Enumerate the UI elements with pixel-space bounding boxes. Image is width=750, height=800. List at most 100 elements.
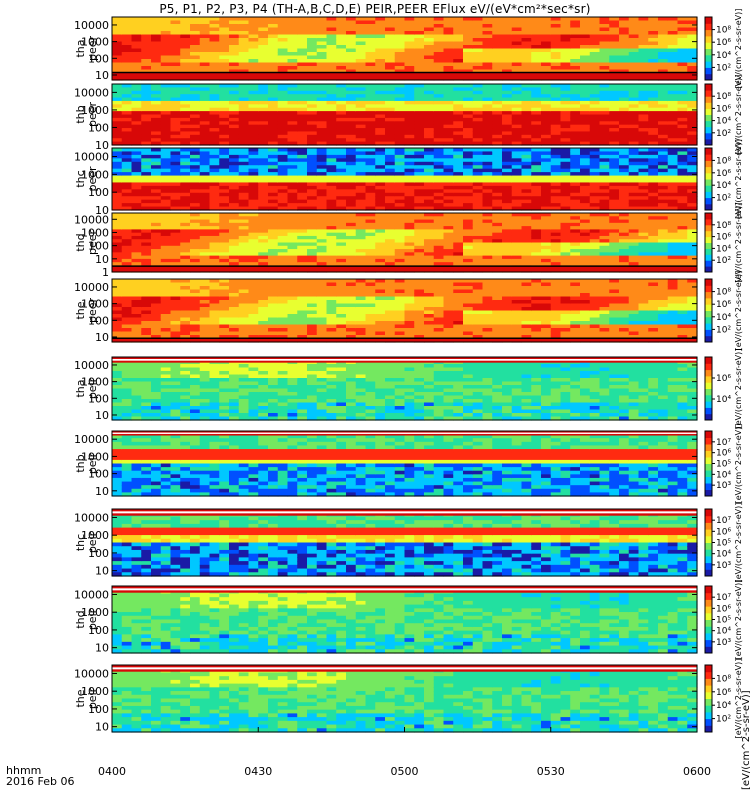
heatmap-cell: [472, 66, 484, 71]
heatmap-cell: [199, 331, 211, 336]
heatmap-cell: [648, 213, 659, 217]
heatmap-cell: [277, 131, 289, 136]
heatmap-cell: [316, 182, 328, 187]
heatmap-cell: [219, 203, 230, 208]
heatmap-cell: [297, 59, 308, 64]
heatmap-cell: [229, 175, 240, 180]
heatmap-cell: [463, 114, 474, 119]
heatmap-cell: [268, 165, 279, 170]
heatmap-cell: [316, 55, 328, 60]
heatmap-cell: [160, 148, 172, 153]
heatmap-cell: [170, 114, 181, 119]
heatmap-cell: [160, 59, 172, 64]
heatmap-cell: [180, 229, 191, 234]
heatmap-cell: [199, 296, 211, 301]
heatmap-cell: [541, 199, 552, 204]
heatmap-cell: [531, 111, 542, 116]
heatmap-cell: [541, 222, 552, 227]
heatmap-cell: [287, 148, 298, 153]
heatmap-cell: [394, 148, 406, 153]
heatmap-cell: [433, 206, 445, 211]
heatmap-cell: [346, 303, 357, 308]
heatmap-cell: [375, 192, 386, 197]
heatmap-cell: [433, 222, 445, 227]
heatmap-cell: [580, 249, 591, 253]
heatmap-cell: [521, 206, 532, 211]
heatmap-cell: [277, 179, 289, 184]
heatmap-cell: [355, 303, 367, 308]
heatmap-cell: [677, 239, 688, 244]
heatmap-cell: [511, 107, 523, 112]
heatmap-cell: [365, 335, 376, 340]
heatmap-cell: [589, 203, 601, 208]
heatmap-cell: [385, 303, 396, 308]
heatmap-cell: [453, 87, 464, 92]
heatmap-cell: [229, 245, 240, 250]
heatmap-cell: [209, 296, 220, 301]
heatmap-cell: [687, 59, 698, 64]
heatmap-cell: [248, 84, 259, 88]
heatmap-cell: [151, 128, 162, 133]
heatmap-cell: [472, 154, 484, 159]
heatmap-cell: [336, 182, 347, 187]
heatmap-cell: [385, 114, 396, 119]
heatmap-cell: [404, 104, 415, 109]
heatmap-cell: [287, 45, 298, 50]
heatmap-cell: [365, 242, 376, 247]
heatmap-cell: [580, 17, 591, 22]
heatmap-cell: [638, 100, 649, 105]
heatmap-cell: [316, 282, 328, 287]
heatmap-cell: [229, 141, 240, 146]
heatmap-cell: [316, 175, 328, 180]
heatmap-cell: [355, 24, 367, 29]
heatmap-cell: [131, 303, 142, 308]
heatmap-cell: [180, 192, 191, 197]
heatmap-cell: [316, 94, 328, 99]
heatmap-cell: [541, 114, 552, 119]
heatmap-cell: [121, 100, 133, 105]
heatmap-cell: [365, 331, 376, 336]
heatmap-cell: [648, 41, 659, 46]
heatmap-cell: [511, 20, 523, 25]
heatmap-cell: [258, 189, 269, 194]
heatmap-cell: [619, 24, 630, 29]
heatmap-cell: [424, 114, 435, 119]
heatmap-cell: [472, 100, 484, 105]
heatmap-cell: [151, 165, 162, 170]
heatmap-cell: [570, 128, 581, 133]
heatmap-cell: [112, 104, 123, 109]
heatmap-cell: [229, 20, 240, 25]
heatmap-cell: [424, 94, 435, 99]
heatmap-cell: [453, 38, 464, 43]
heatmap-cell: [502, 258, 513, 263]
heatmap-cell: [287, 66, 298, 71]
heatmap-cell: [141, 90, 152, 95]
heatmap-cell: [180, 59, 191, 64]
heatmap-cell: [229, 107, 240, 112]
heatmap-cell: [463, 239, 474, 244]
heatmap-cell: [580, 229, 591, 234]
heatmap-cell: [502, 249, 513, 253]
heatmap-cell: [472, 134, 484, 139]
heatmap-cell: [658, 121, 669, 126]
heatmap-cell: [277, 286, 289, 291]
heatmap-cell: [394, 100, 406, 105]
heatmap-cell: [316, 34, 328, 39]
heatmap-cell: [492, 84, 503, 88]
heatmap-cell: [570, 59, 581, 64]
heatmap-cell: [570, 138, 581, 143]
heatmap-cell: [599, 158, 610, 163]
heatmap-cell: [287, 199, 298, 204]
heatmap-cell: [658, 172, 669, 177]
heatmap-cell: [336, 172, 347, 177]
heatmap-cell: [121, 296, 133, 301]
heatmap-cell: [580, 206, 591, 211]
heatmap-cell: [170, 331, 181, 336]
heatmap-cell: [151, 124, 162, 129]
heatmap-cell: [365, 249, 376, 253]
heatmap-cell: [238, 161, 250, 166]
heatmap-cell: [482, 158, 493, 163]
heatmap-cell: [531, 45, 542, 50]
heatmap-cell: [336, 24, 347, 29]
